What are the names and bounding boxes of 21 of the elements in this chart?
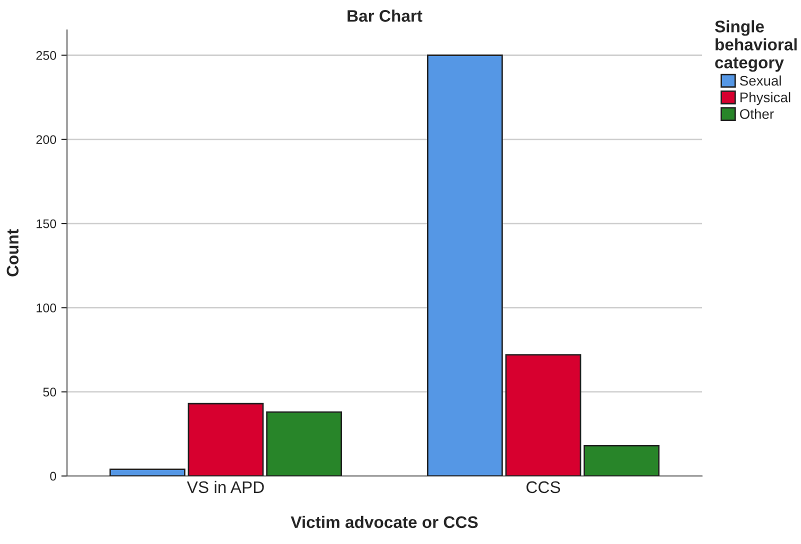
y-tick-label: 50 bbox=[43, 388, 56, 396]
chart-title: Bar Chart bbox=[348, 10, 422, 22]
y-axis-title: Count bbox=[6, 229, 19, 276]
legend-label: Other bbox=[740, 108, 774, 119]
legend-title: Single behavioral category bbox=[714, 20, 797, 72]
bar bbox=[188, 402, 264, 476]
bar bbox=[109, 468, 186, 476]
y-tick-label: 150 bbox=[36, 219, 56, 228]
bar bbox=[266, 411, 342, 476]
x-tick-label: CCS bbox=[526, 481, 560, 494]
y-tick-label: 0 bbox=[50, 472, 56, 481]
x-axis-title: Victim advocate or CCS bbox=[290, 516, 478, 528]
legend-label: Physical bbox=[740, 92, 790, 106]
y-tick-label: 100 bbox=[36, 304, 56, 312]
legend-label: Sexual bbox=[740, 75, 781, 86]
bar bbox=[584, 445, 660, 476]
y-tick-label: 200 bbox=[36, 135, 56, 144]
bar bbox=[426, 54, 503, 476]
y-tick-label: 250 bbox=[36, 51, 56, 60]
x-tick-label: VS in APD bbox=[186, 480, 264, 494]
bar bbox=[505, 354, 582, 476]
